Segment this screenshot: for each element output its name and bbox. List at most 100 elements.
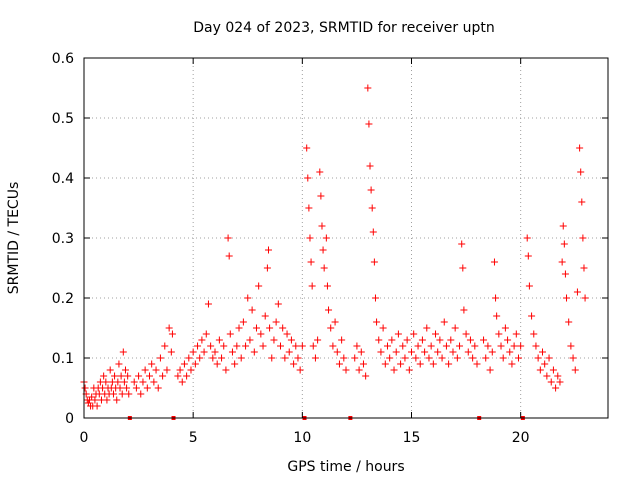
data-point xyxy=(442,342,450,350)
data-point xyxy=(369,228,377,236)
data-point xyxy=(383,342,391,350)
data-point xyxy=(501,324,509,332)
data-point xyxy=(156,354,164,362)
data-point xyxy=(412,354,420,362)
data-point xyxy=(228,348,236,356)
data-point xyxy=(558,258,566,266)
data-point xyxy=(118,390,126,398)
data-point xyxy=(459,264,467,272)
data-point xyxy=(279,324,287,332)
data-point xyxy=(514,354,522,362)
data-point xyxy=(132,384,140,392)
data-point xyxy=(124,372,132,380)
data-point xyxy=(314,336,322,344)
data-point xyxy=(198,336,206,344)
data-point xyxy=(235,324,243,332)
data-point xyxy=(392,348,400,356)
data-point xyxy=(250,348,258,356)
data-point xyxy=(504,336,512,344)
data-point xyxy=(335,360,343,368)
data-point xyxy=(257,330,265,338)
data-point xyxy=(270,336,278,344)
data-point xyxy=(261,312,269,320)
data-point xyxy=(351,354,359,362)
data-point xyxy=(274,300,282,308)
data-point xyxy=(244,294,252,302)
data-point xyxy=(539,348,546,356)
data-point xyxy=(304,174,312,182)
data-point xyxy=(306,234,314,242)
data-point xyxy=(493,312,501,320)
data-point xyxy=(495,330,503,338)
data-point xyxy=(510,342,518,350)
data-point xyxy=(242,342,250,350)
data-point xyxy=(318,222,326,230)
x-tick-label: 20 xyxy=(512,430,530,446)
data-point xyxy=(311,354,319,362)
data-point xyxy=(447,336,455,344)
data-point xyxy=(528,312,536,320)
data-point xyxy=(130,378,138,386)
data-point xyxy=(580,264,588,272)
data-point xyxy=(213,360,221,368)
data-point xyxy=(111,372,119,380)
data-point xyxy=(117,372,125,380)
y-tick-label: 0.2 xyxy=(52,291,74,307)
data-point xyxy=(264,246,272,254)
data-point xyxy=(543,372,551,380)
data-point xyxy=(119,348,127,356)
data-point xyxy=(410,330,418,338)
data-point xyxy=(569,354,577,362)
data-point xyxy=(194,342,202,350)
data-point xyxy=(532,342,540,350)
data-point xyxy=(366,162,374,170)
data-point xyxy=(517,342,525,350)
data-point xyxy=(355,366,363,374)
data-point xyxy=(438,354,446,362)
data-point xyxy=(285,348,293,356)
data-point xyxy=(100,372,108,380)
data-point xyxy=(150,378,158,386)
data-point xyxy=(141,366,149,374)
data-point xyxy=(471,342,479,350)
data-point xyxy=(120,378,128,386)
data-point xyxy=(248,306,256,314)
x-tick-label: 5 xyxy=(189,430,198,446)
data-point xyxy=(252,324,260,332)
data-point xyxy=(427,342,435,350)
data-point xyxy=(547,378,555,386)
data-point xyxy=(484,342,492,350)
data-point xyxy=(405,366,413,374)
data-point xyxy=(401,354,409,362)
data-point xyxy=(379,324,387,332)
data-point xyxy=(563,294,571,302)
data-point xyxy=(211,348,219,356)
data-point xyxy=(103,396,111,404)
data-point xyxy=(338,336,346,344)
data-point xyxy=(556,378,564,386)
data-point xyxy=(266,324,274,332)
x-tick-label: 15 xyxy=(403,430,421,446)
data-point xyxy=(283,330,291,338)
data-point xyxy=(263,264,271,272)
data-point xyxy=(320,264,328,272)
data-point xyxy=(567,342,575,350)
data-point xyxy=(549,366,557,374)
chart-title: Day 024 of 2023, SRMTID for receiver upt… xyxy=(193,20,495,36)
data-point xyxy=(423,324,431,332)
data-point xyxy=(456,342,464,350)
data-point xyxy=(174,372,182,380)
data-point xyxy=(421,348,429,356)
data-point xyxy=(499,354,507,362)
data-point xyxy=(408,348,415,356)
data-point xyxy=(425,354,433,362)
data-point xyxy=(367,186,375,194)
data-point xyxy=(512,330,520,338)
data-point xyxy=(163,366,171,374)
data-point xyxy=(309,342,317,350)
data-point xyxy=(159,372,167,380)
data-point xyxy=(482,354,490,362)
data-point xyxy=(178,378,186,386)
data-point xyxy=(436,336,444,344)
